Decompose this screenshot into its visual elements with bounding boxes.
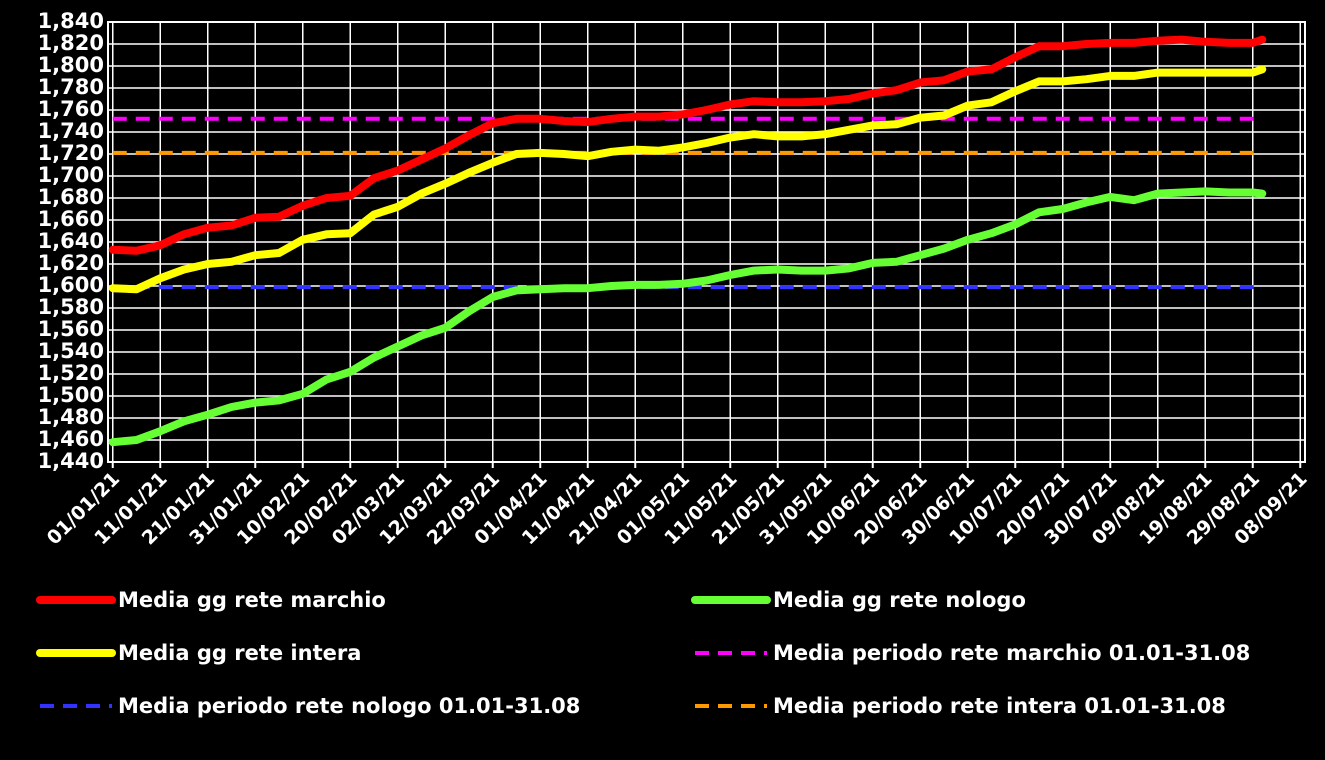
y-tick-label: 1,540 [38, 339, 104, 363]
series-line [108, 65, 1267, 294]
y-tick-label: 1,800 [38, 53, 104, 77]
y-tick-label: 1,780 [38, 75, 104, 99]
y-tick-label: 1,520 [38, 361, 104, 385]
plot-frame [107, 21, 1306, 463]
y-tick-label: 1,840 [38, 9, 104, 33]
y-tick-label: 1,440 [38, 449, 104, 473]
y-tick-label: 1,740 [38, 119, 104, 143]
legend-label: Media gg rete nologo [773, 588, 1026, 612]
y-tick-label: 1,480 [38, 405, 104, 429]
legend-label: Media gg rete marchio [118, 588, 386, 612]
legend-label: Media gg rete intera [118, 641, 361, 665]
legend-label: Media periodo rete intera 01.01-31.08 [773, 694, 1226, 718]
series-line [108, 35, 1267, 255]
y-tick-label: 1,460 [38, 427, 104, 451]
y-tick-label: 1,760 [38, 97, 104, 121]
y-tick-label: 1,620 [38, 251, 104, 275]
y-tick-label: 1,580 [38, 295, 104, 319]
y-tick-label: 1,600 [38, 273, 104, 297]
legend-label: Media periodo rete marchio 01.01-31.08 [773, 641, 1250, 665]
y-tick-label: 1,680 [38, 185, 104, 209]
y-tick-label: 1,500 [38, 383, 104, 407]
y-tick-label: 1,640 [38, 229, 104, 253]
y-tick-label: 1,660 [38, 207, 104, 231]
y-tick-label: 1,820 [38, 31, 104, 55]
legend-label: Media periodo rete nologo 01.01-31.08 [118, 694, 580, 718]
y-tick-label: 1,700 [38, 163, 104, 187]
y-tick-label: 1,560 [38, 317, 104, 341]
series-line [108, 187, 1267, 447]
y-tick-label: 1,720 [38, 141, 104, 165]
